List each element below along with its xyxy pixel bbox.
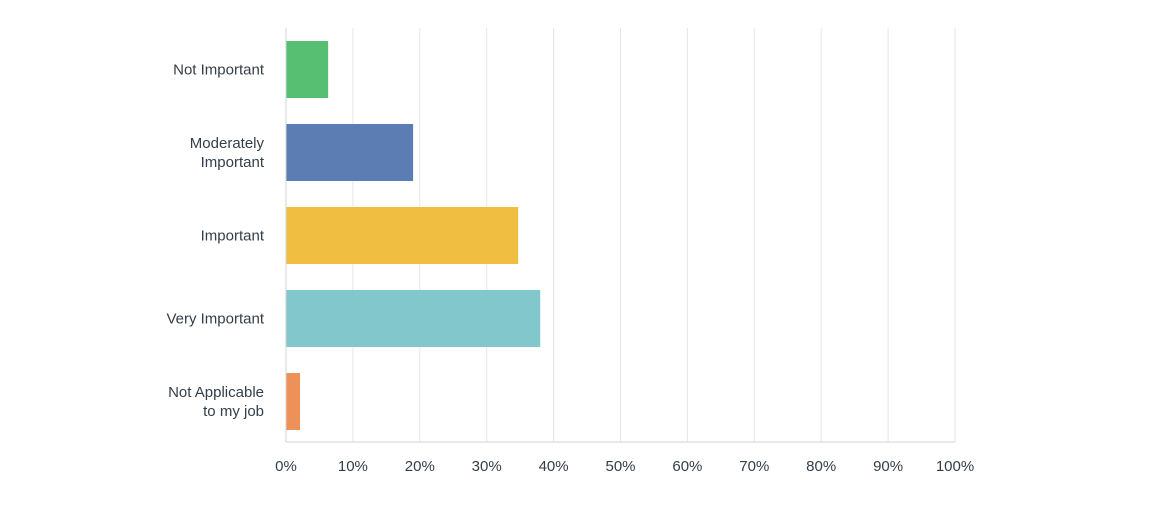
x-tick-label: 60% <box>672 458 702 475</box>
axes <box>285 28 955 443</box>
x-tick-label: 30% <box>472 458 502 475</box>
category-label-line: to my job <box>203 403 264 420</box>
category-label-line: Important <box>201 228 265 245</box>
x-tick-label: 90% <box>873 458 903 475</box>
category-label-line: Very Important <box>166 311 264 328</box>
x-tick-label: 50% <box>605 458 635 475</box>
category-label-line: Moderately <box>190 135 265 152</box>
category-label-line: Not Important <box>173 62 265 79</box>
category-label-line: Important <box>201 154 265 171</box>
bar <box>286 124 414 181</box>
x-tick-label: 100% <box>936 458 974 475</box>
x-tick-label: 20% <box>405 458 435 475</box>
category-label: Not Applicable to my job <box>168 384 264 420</box>
x-tick-labels: 0% 10% 20% 30% 40% 50% 60% 70% 80% 90% 100% <box>275 458 974 475</box>
bars <box>286 41 541 430</box>
x-tick-label: 70% <box>739 458 769 475</box>
category-label: Moderately Important <box>190 135 265 171</box>
bar <box>286 207 519 264</box>
x-tick-label: 0% <box>275 458 297 475</box>
x-tick-label: 10% <box>338 458 368 475</box>
category-label: Important <box>201 228 265 245</box>
category-labels: Not Important Moderately Important Importan… <box>166 62 264 421</box>
bar <box>286 41 329 98</box>
bar <box>286 373 301 430</box>
category-label-line: Not Applicable <box>168 384 264 401</box>
x-tick-label: 40% <box>539 458 569 475</box>
category-label: Not Important <box>173 62 265 79</box>
bar <box>286 290 541 347</box>
x-tick-label: 80% <box>806 458 836 475</box>
category-label: Very Important <box>166 311 264 328</box>
gridlines <box>352 28 956 442</box>
